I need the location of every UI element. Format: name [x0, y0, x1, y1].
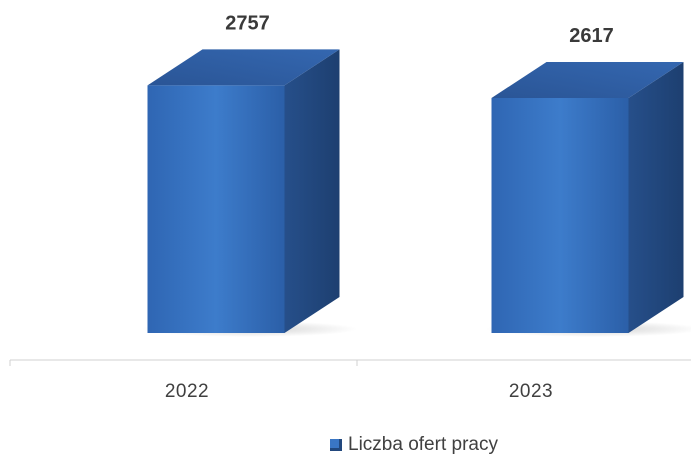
x-tick-label: 2023: [509, 381, 553, 402]
legend: Liczba ofert pracy: [330, 434, 498, 456]
bar-side: [628, 61, 684, 333]
data-label: 2617: [569, 25, 614, 47]
bar-top: [147, 49, 340, 86]
labels-layer: 2757 2022 2617 2023: [165, 12, 614, 402]
bar: [147, 85, 285, 333]
bar-top: [491, 61, 684, 98]
bar-side: [284, 49, 340, 334]
legend-label: Liczba ofert pracy: [348, 434, 498, 455]
legend-swatch: [330, 439, 342, 451]
bar: [491, 97, 629, 333]
x-tick-label: 2022: [165, 381, 209, 402]
bars-layer: [141, 49, 691, 337]
data-label: 2757: [225, 12, 270, 34]
